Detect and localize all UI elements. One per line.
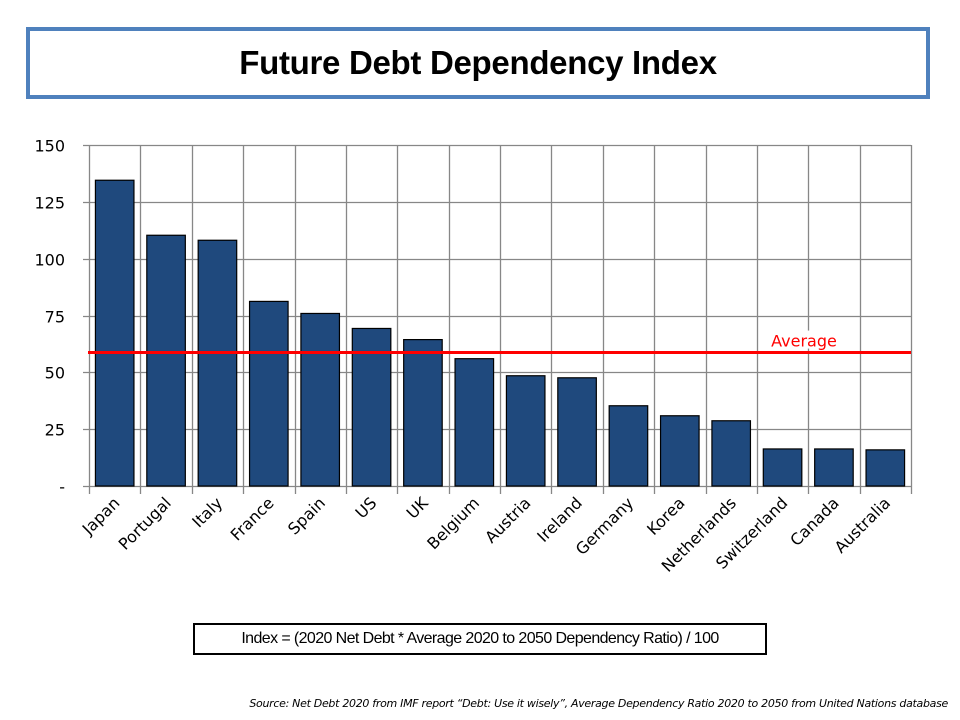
y-tick-label: 150 xyxy=(34,137,65,156)
x-tick-label: Belgium xyxy=(423,493,483,553)
formula-box: Index = (2020 Net Debt * Average 2020 to… xyxy=(193,623,767,655)
average-label: Average xyxy=(771,332,837,351)
x-tick-label: UK xyxy=(403,493,432,522)
grid-lines xyxy=(83,144,913,494)
bar-ireland xyxy=(557,377,597,487)
x-tick-label: Japan xyxy=(78,493,124,539)
bar-australia xyxy=(865,449,906,487)
y-axis: - 25 50 75 100 125 150 xyxy=(34,137,65,497)
x-tick-label: France xyxy=(227,493,278,544)
y-tick-label: 25 xyxy=(45,421,65,440)
title-box: Future Debt Dependency Index xyxy=(26,27,930,99)
x-tick-label: Austria xyxy=(481,493,534,546)
y-tick-label: 125 xyxy=(34,194,65,213)
y-tick-label: - xyxy=(59,478,65,497)
x-tick-label: Portugal xyxy=(115,493,175,553)
bar-korea xyxy=(659,415,700,487)
bar-portugal xyxy=(146,234,186,487)
source-note: Source: Net Debt 2020 from IMF report “D… xyxy=(249,697,948,710)
bar-us xyxy=(351,327,392,487)
formula-text: Index = (2020 Net Debt * Average 2020 to… xyxy=(241,630,719,647)
bar-canada xyxy=(814,448,854,487)
bar-spain xyxy=(300,312,341,487)
bar-germany xyxy=(608,405,649,487)
y-tick-label: 100 xyxy=(34,251,65,270)
bar-france xyxy=(248,300,289,487)
bars xyxy=(94,179,906,487)
x-tick-label: US xyxy=(351,493,380,522)
bar-japan xyxy=(94,179,135,487)
bar-belgium xyxy=(454,358,495,487)
average-line-group: Average xyxy=(88,330,911,355)
chart-title: Future Debt Dependency Index xyxy=(239,44,717,81)
bar-uk xyxy=(403,338,443,487)
x-tick-label: Spain xyxy=(284,493,329,538)
bar-italy xyxy=(197,239,238,487)
average-label-bg xyxy=(765,330,843,349)
x-tick-label: Italy xyxy=(188,493,226,531)
bar-switzerland xyxy=(762,448,803,487)
bar-netherlands xyxy=(711,420,752,487)
y-tick-label: 50 xyxy=(45,364,65,383)
y-tick-label: 75 xyxy=(45,308,65,327)
bar-austria xyxy=(505,375,546,487)
x-tick-label: Australia xyxy=(831,493,894,556)
x-tick-label: Korea xyxy=(643,493,689,539)
